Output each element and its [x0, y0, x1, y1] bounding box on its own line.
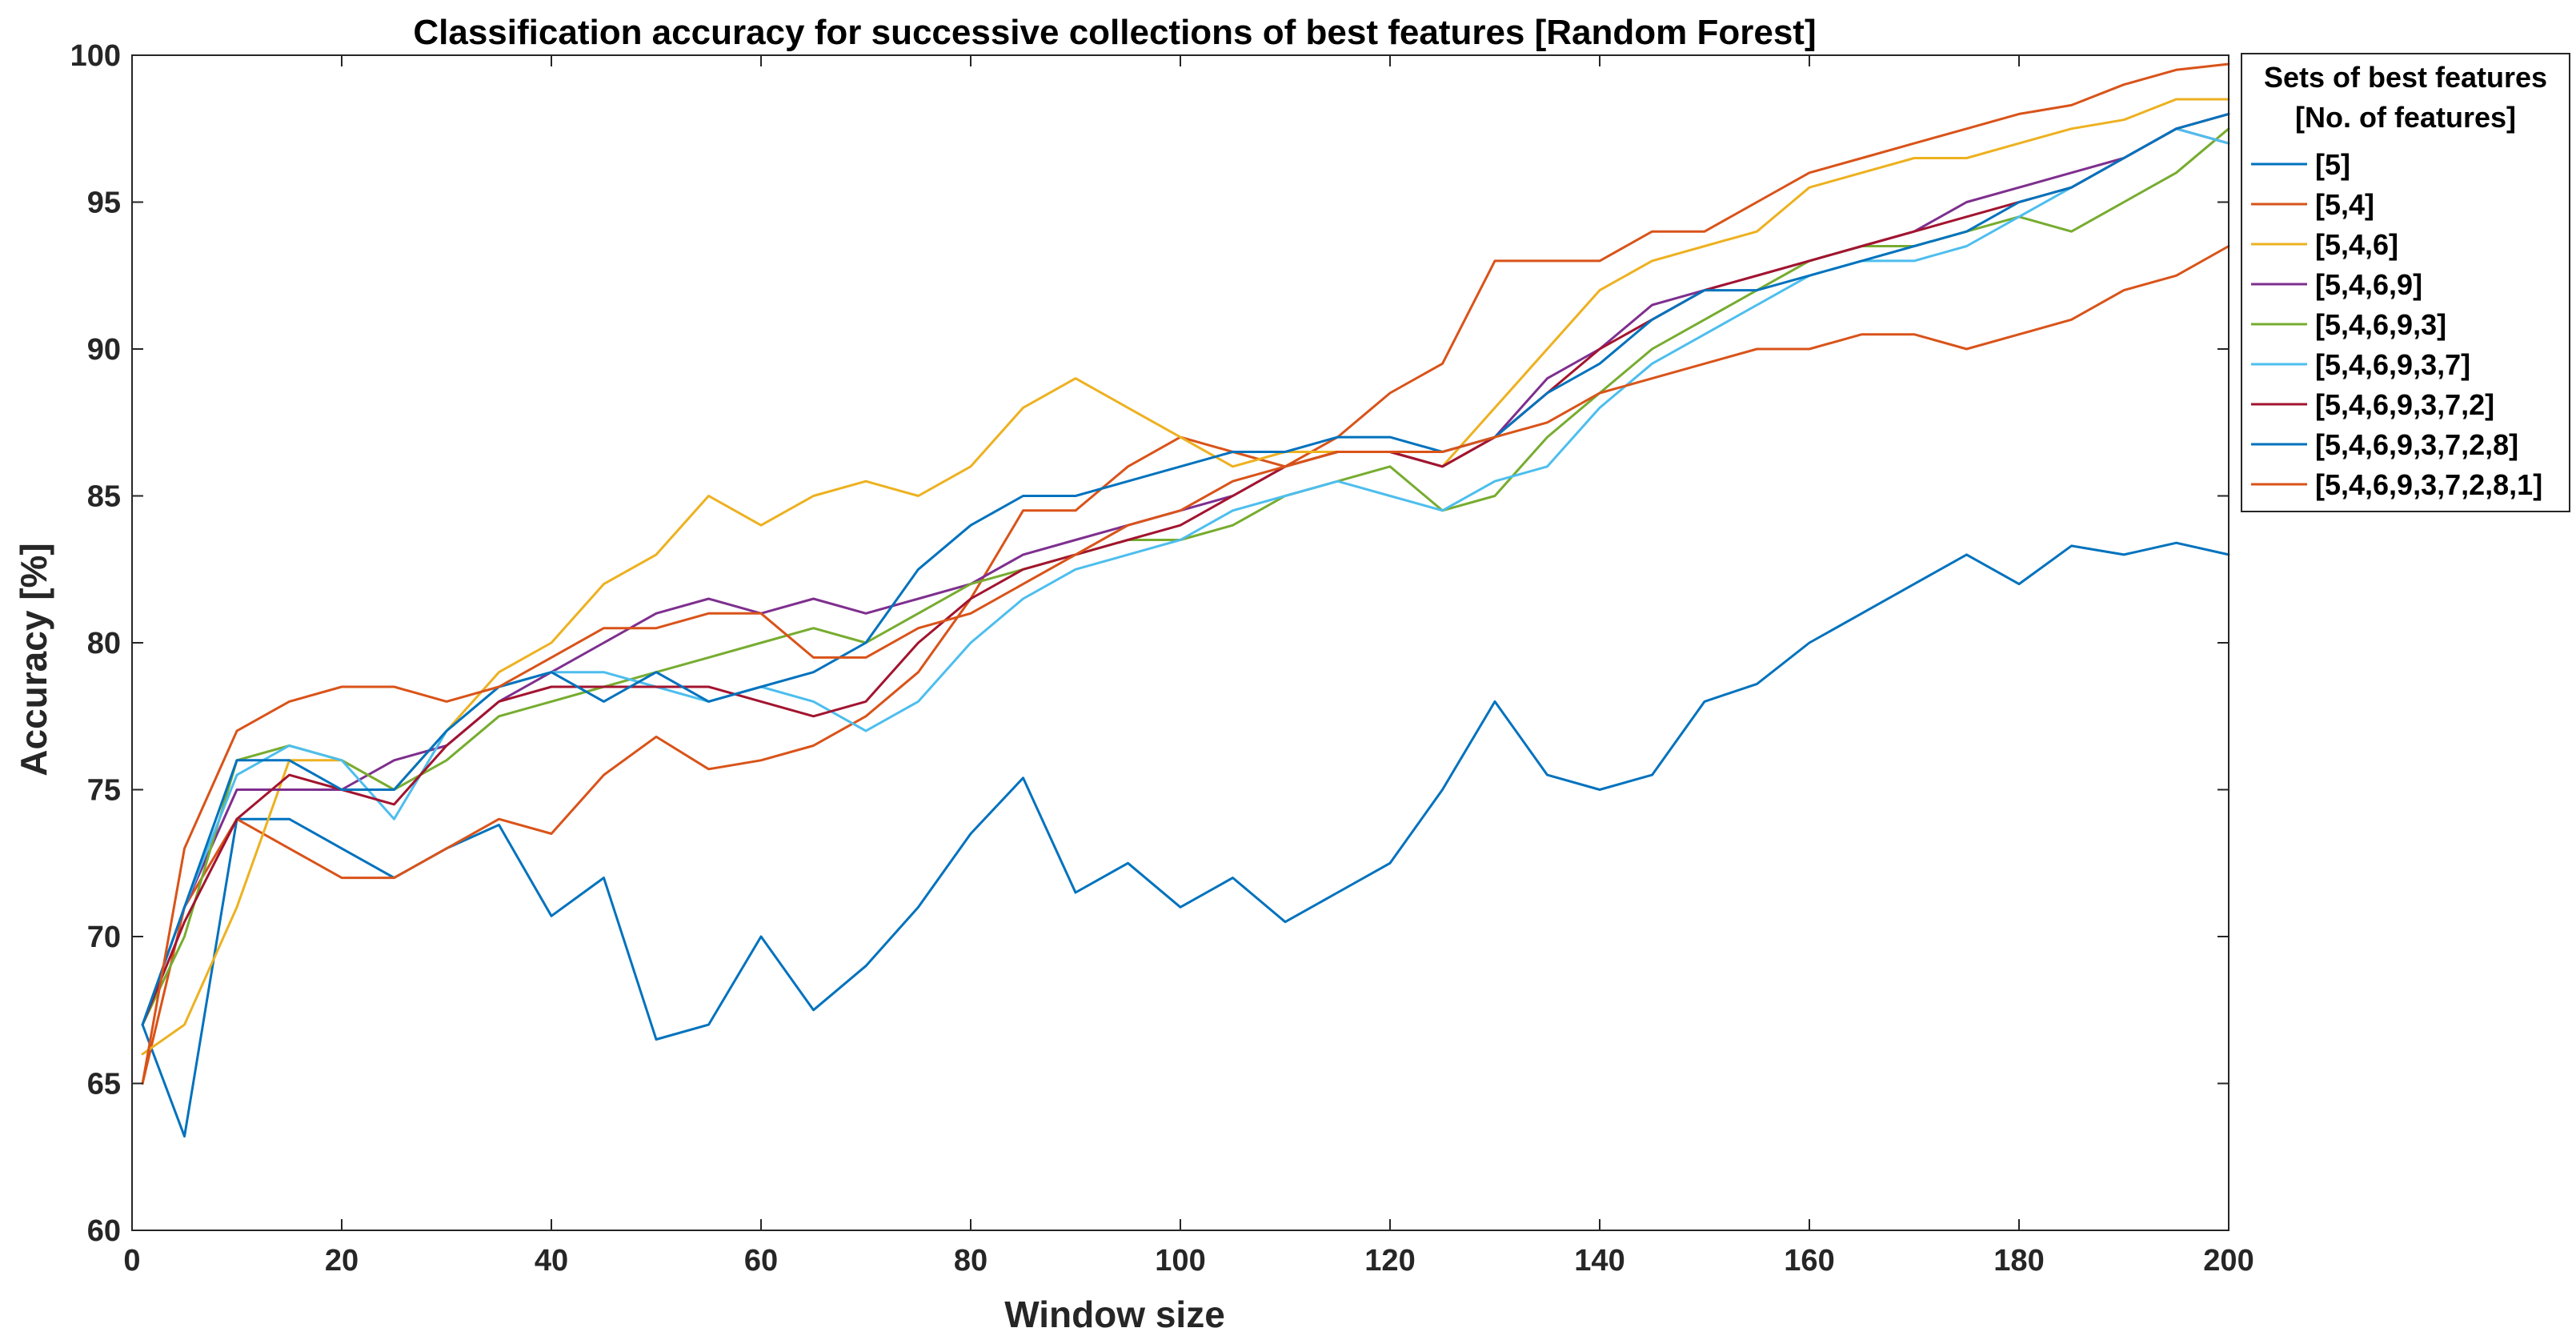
- x-tick-label: 160: [1784, 1244, 1834, 1278]
- legend-box: [2241, 53, 2570, 512]
- x-tick-label: 0: [123, 1244, 140, 1278]
- series-line-8: [141, 112, 2230, 1026]
- x-tick-label: 80: [954, 1244, 988, 1278]
- legend-label-9: [5,4,6,9,3,7,2,8,1]: [2315, 468, 2542, 501]
- series-line-1: [141, 541, 2230, 1138]
- x-tick-label: 20: [325, 1244, 359, 1278]
- chart-title: Classification accuracy for successive c…: [413, 13, 1816, 52]
- legend-label-2: [5,4]: [2315, 188, 2374, 221]
- y-tick-label: 80: [87, 627, 121, 660]
- legend-label-3: [5,4,6]: [2315, 228, 2398, 261]
- series-line-7: [141, 112, 2230, 1026]
- y-tick-label: 60: [87, 1214, 121, 1248]
- legend-label-4: [5,4,6,9]: [2315, 268, 2422, 301]
- x-tick-label: 100: [1155, 1244, 1205, 1278]
- y-tick-label: 65: [87, 1068, 121, 1101]
- x-tick-label: 180: [1993, 1244, 2044, 1278]
- series-layer: [141, 62, 2230, 1138]
- y-tick-label: 100: [70, 39, 121, 73]
- x-tick-label: 200: [2203, 1244, 2253, 1278]
- legend-label-6: [5,4,6,9,3,7]: [2315, 348, 2470, 381]
- legend-label-7: [5,4,6,9,3,7,2]: [2315, 388, 2494, 421]
- x-axis-title: Window size: [1004, 1294, 1225, 1335]
- y-axis-title: Accuracy [%]: [13, 543, 54, 776]
- legend-title-line-1: Sets of best features: [2264, 61, 2547, 94]
- legend-title-line-2: [No. of features]: [2295, 101, 2516, 134]
- legend-label-8: [5,4,6,9,3,7,2,8]: [2315, 428, 2518, 461]
- x-tick-label: 40: [535, 1244, 568, 1278]
- y-tick-label: 90: [87, 333, 121, 367]
- x-tick-label: 60: [744, 1244, 778, 1278]
- y-tick-label: 85: [87, 480, 121, 514]
- axes-layer: 0 20 40 60 80 100 120 140 160 180 200 60 65 70 75 80 85 9…: [70, 39, 2254, 1278]
- y-tick-label: 70: [87, 921, 121, 954]
- legend-label-5: [5,4,6,9,3]: [2315, 308, 2446, 341]
- legend-label-1: [5]: [2315, 148, 2350, 181]
- legend: Sets of best features [No. of features] [5…: [2241, 53, 2570, 512]
- x-tick-label: 120: [1364, 1244, 1415, 1278]
- series-line-9: [141, 245, 2230, 1085]
- y-tick-label: 75: [87, 774, 121, 808]
- x-tick-label: 140: [1574, 1244, 1625, 1278]
- y-tick-label: 95: [87, 187, 121, 220]
